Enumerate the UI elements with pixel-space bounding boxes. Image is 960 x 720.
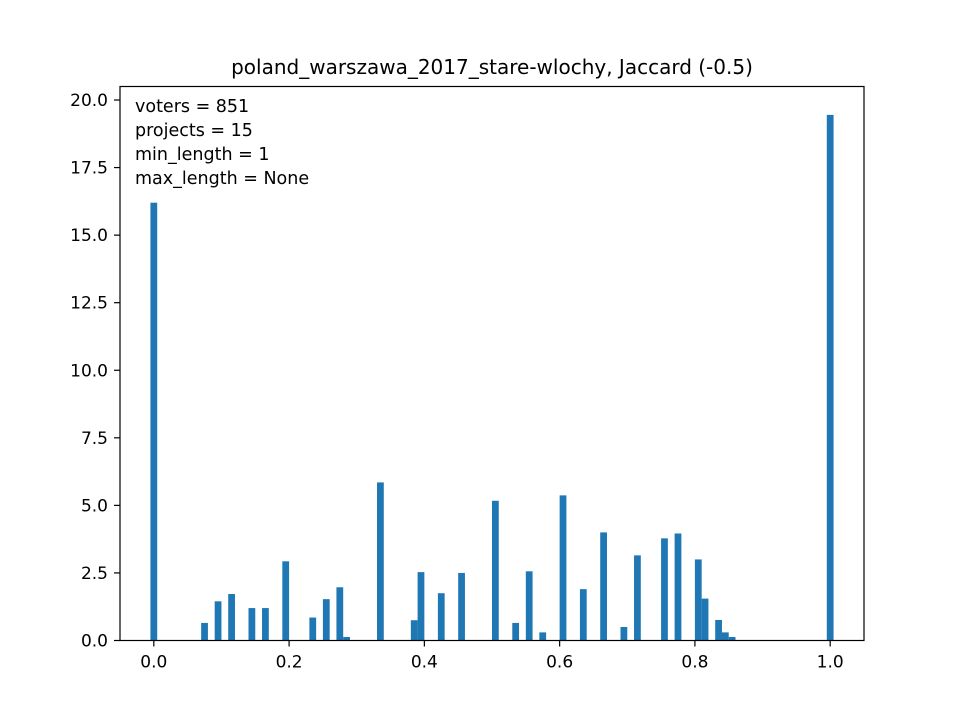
y-tick-label: 12.5 (70, 294, 108, 314)
histogram-bar (228, 594, 235, 641)
histogram-bar (674, 533, 682, 641)
histogram-bar (201, 622, 208, 641)
x-tick-label: 0.6 (546, 653, 573, 673)
histogram-bar (248, 608, 256, 641)
histogram-bar (715, 619, 722, 641)
y-tick-label: 7.5 (81, 429, 108, 449)
histogram-bar (512, 622, 520, 641)
y-tick-label: 10.0 (70, 361, 108, 381)
histogram-bar (694, 559, 702, 641)
histogram-bar (701, 598, 709, 641)
histogram-bar (377, 482, 384, 641)
y-tick-label: 20.0 (70, 91, 108, 111)
histogram-bar (579, 589, 587, 641)
histogram-bar (437, 593, 445, 641)
histogram-bar (634, 555, 641, 641)
y-tick-label: 5.0 (81, 496, 108, 516)
chart-title: poland_warszawa_2017_stare-wlochy, Jacca… (231, 55, 753, 79)
histogram-bar (262, 608, 269, 641)
histogram-bar (559, 495, 567, 641)
histogram-bar (826, 114, 834, 641)
x-tick-label: 1.0 (817, 653, 844, 673)
histogram-bar (525, 571, 533, 641)
annotation-box: voters = 851 projects = 15 min_length = 1 m… (135, 97, 309, 189)
y-axis: 0.0 2.5 5.0 7.5 10.0 12.5 15.0 17.5 20.0 (70, 91, 120, 652)
histogram-bar (150, 202, 158, 641)
histogram-bar (309, 617, 317, 641)
x-tick-label: 0.8 (681, 653, 708, 673)
histogram-bar (600, 532, 607, 641)
annotation-line: voters = 851 (135, 97, 249, 117)
x-tick-label: 0.4 (411, 653, 438, 673)
histogram-bar (728, 636, 736, 641)
histogram-bar (620, 626, 628, 641)
annotation-line: projects = 15 (135, 121, 253, 141)
histogram-bar (336, 587, 344, 641)
x-tick-label: 0.0 (140, 653, 167, 673)
bar-group (150, 114, 834, 641)
annotation-line: min_length = 1 (135, 145, 269, 165)
histogram-bar (343, 636, 350, 641)
histogram-bar (417, 572, 425, 641)
histogram-bar (721, 632, 729, 641)
y-tick-label: 15.0 (70, 226, 108, 246)
y-tick-label: 0.0 (81, 632, 108, 652)
histogram-bar (458, 572, 465, 641)
plot-frame (119, 85, 865, 642)
x-tick-label: 0.2 (276, 653, 303, 673)
histogram-bar (661, 538, 668, 641)
x-axis: 0.0 0.2 0.4 0.6 0.8 1.0 (140, 640, 844, 673)
annotation-line: max_length = None (135, 169, 309, 189)
y-tick-label: 17.5 (70, 159, 108, 179)
histogram-bar (539, 632, 547, 641)
histogram-bar (492, 500, 499, 641)
histogram-bar (214, 601, 222, 641)
histogram-bar (410, 620, 418, 641)
histogram-bar (322, 599, 330, 641)
histogram-bar (282, 561, 290, 641)
y-tick-label: 2.5 (81, 564, 108, 584)
